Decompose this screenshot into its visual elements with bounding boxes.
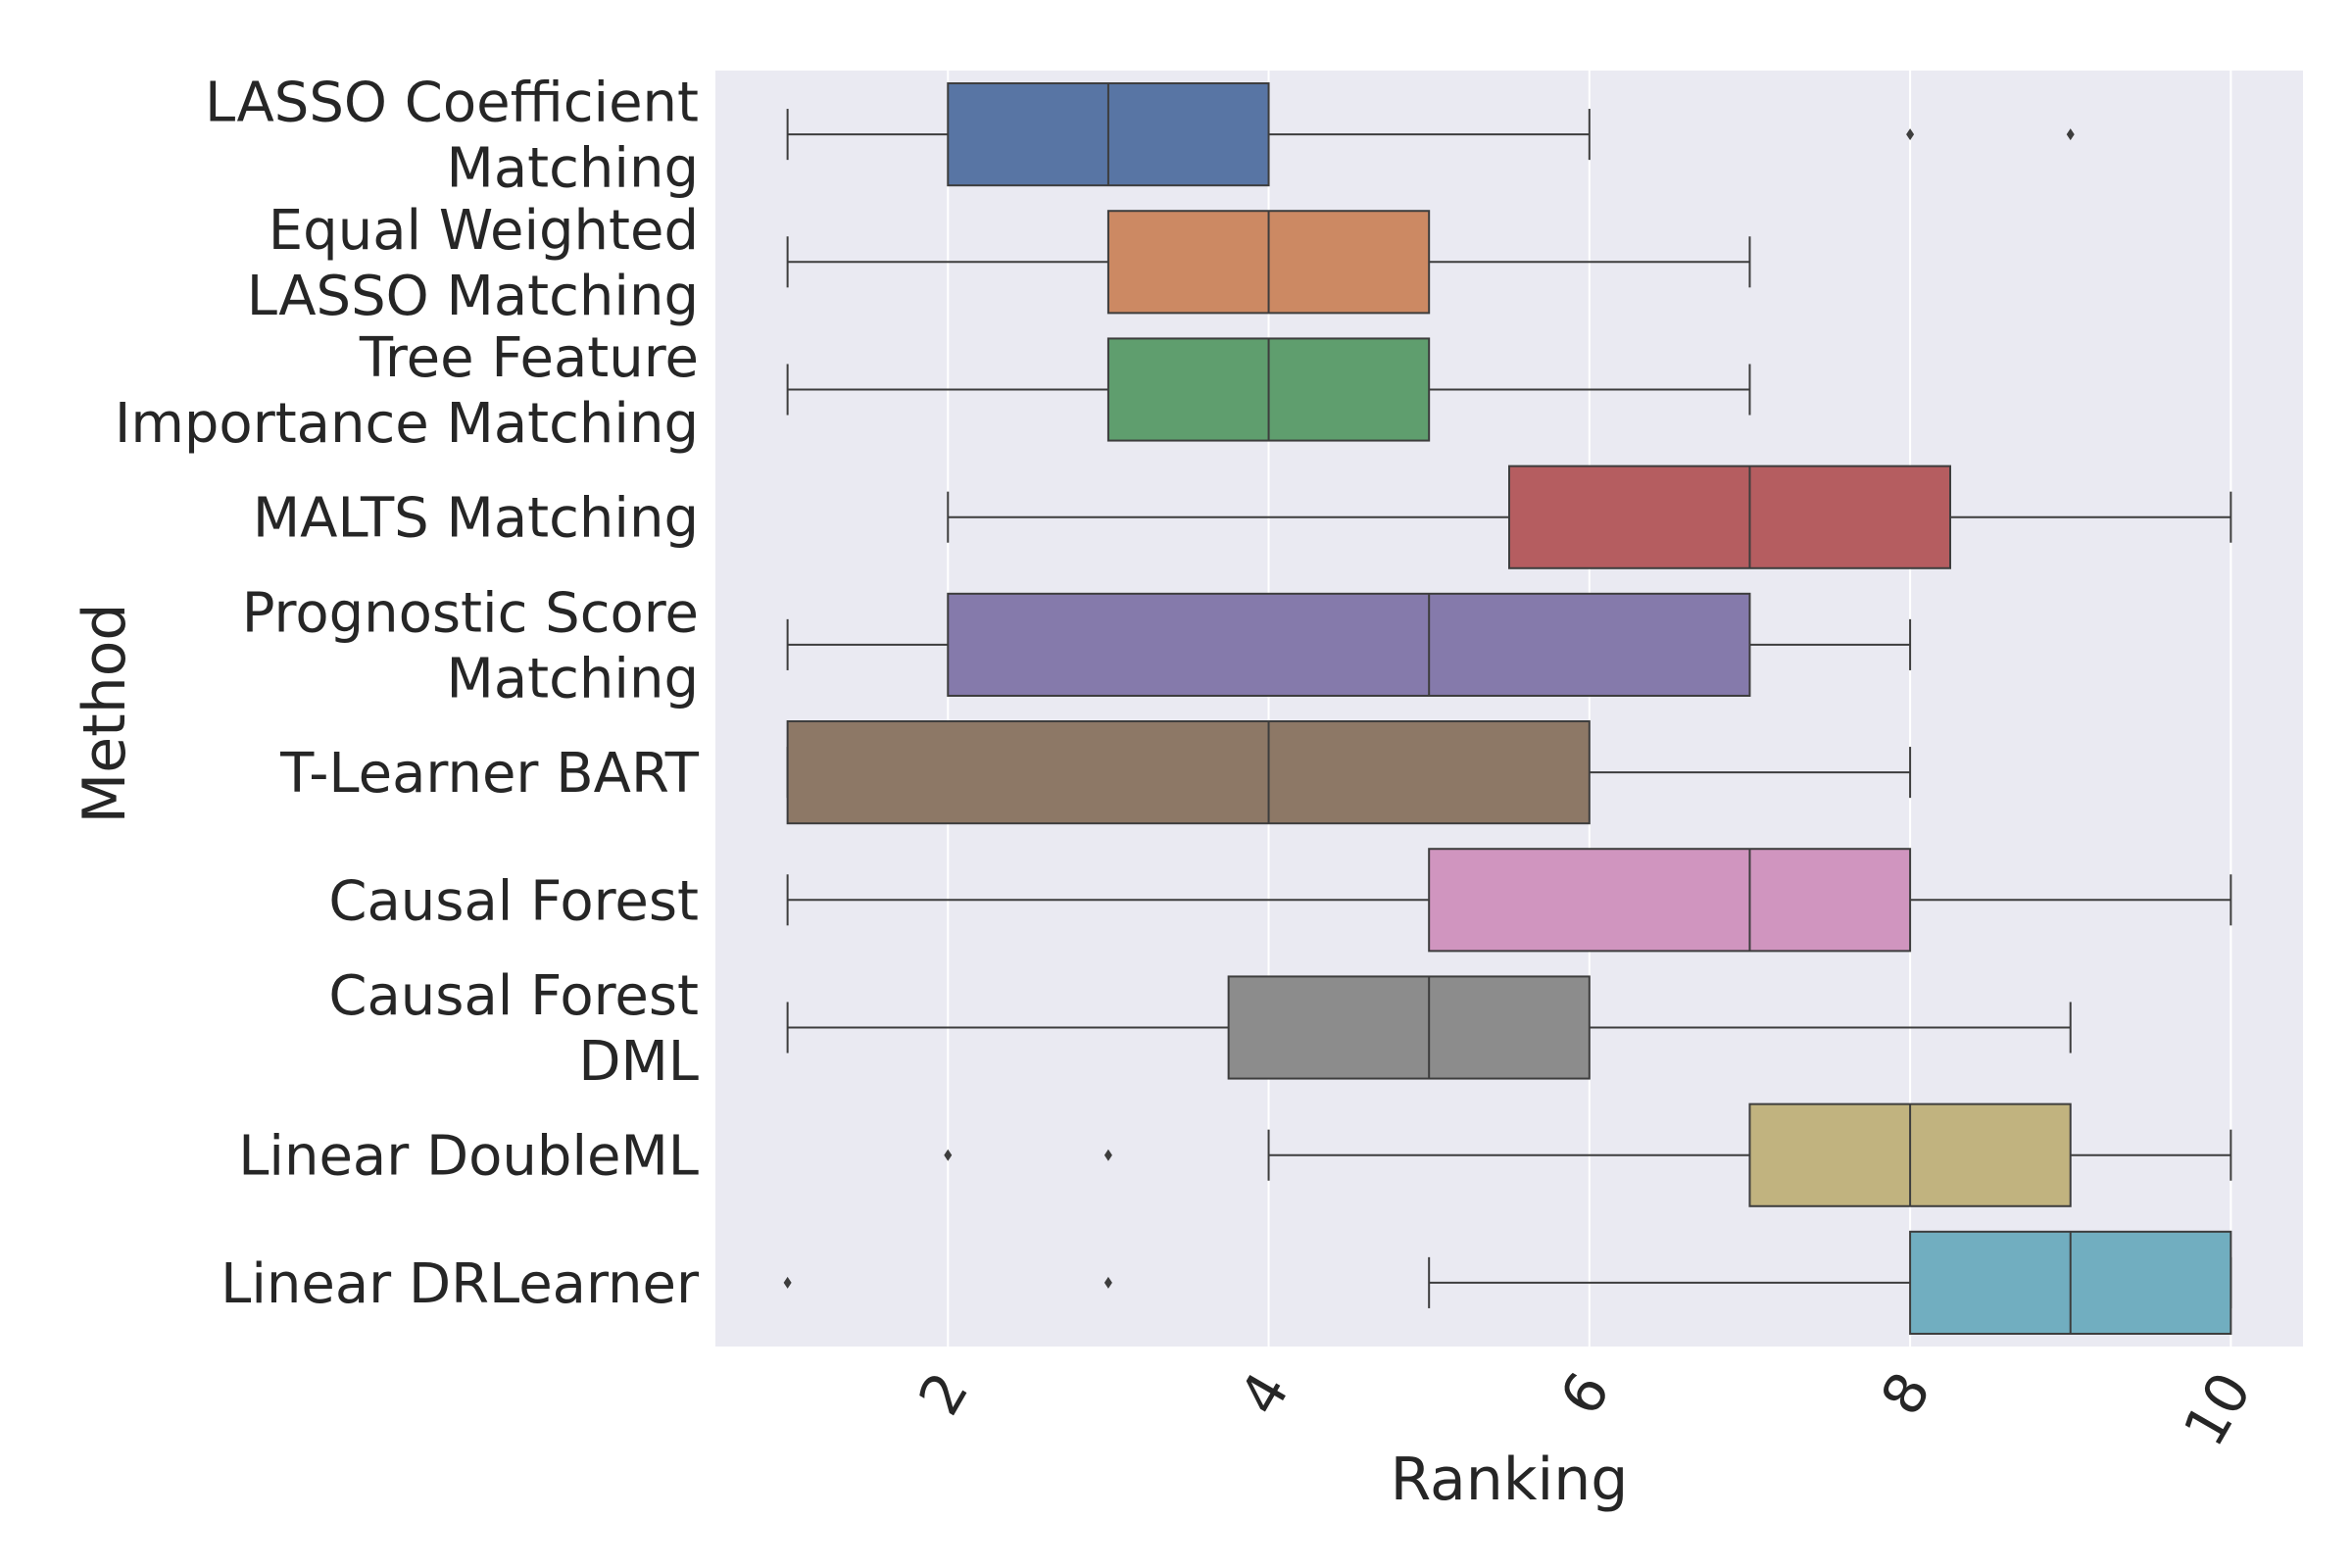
x-tick-label-4: 4: [1226, 1361, 1301, 1426]
x-tick-label-8: 8: [1868, 1361, 1943, 1426]
x-tick-labels: 2 4 6 8 10: [906, 1361, 2264, 1457]
category-label-6-line-1: T-Learner BART: [279, 742, 700, 806]
box-series: [783, 82, 2232, 1335]
category-label-8-line-1: Causal Forest: [328, 964, 699, 1028]
category-label-7-line-1: Causal Forest: [328, 869, 699, 933]
iqr-box: [947, 592, 1751, 697]
category-label-2-line-1: Equal Weighted: [269, 199, 699, 263]
category-label-3-line-1: Tree Feature: [359, 326, 699, 390]
box-1: [786, 82, 2075, 187]
category-label-10-line-1: Linear DRLearner: [220, 1252, 700, 1316]
category-label-4-line-1: MALTS Matching: [253, 487, 699, 551]
outlier-point-1: [783, 1276, 792, 1289]
outlier-point-1: [944, 1149, 953, 1161]
outlier-point-2: [1103, 1149, 1112, 1161]
category-label-9-line-1: Linear DoubleML: [238, 1125, 699, 1189]
iqr-box: [1508, 465, 1951, 569]
x-tick-label-10: 10: [2171, 1361, 2265, 1457]
category-label-2-line-2: LASSO Matching: [247, 265, 699, 328]
category-label-5-line-2: Matching: [447, 647, 699, 710]
x-tick-label-6: 6: [1547, 1361, 1623, 1426]
box-2: [786, 210, 1751, 315]
box-9: [944, 1102, 2232, 1207]
box-6: [786, 720, 1912, 825]
y-axis-title: Method: [71, 603, 139, 823]
x-tick-label-2: 2: [906, 1361, 981, 1426]
x-axis-title: Ranking: [1391, 1446, 1629, 1514]
box-3: [786, 337, 1751, 442]
outlier-point-2: [1103, 1276, 1112, 1289]
category-label-5-line-1: Prognostic Score: [242, 581, 699, 645]
outlier-point-2: [2066, 128, 2075, 141]
box-8: [786, 975, 2072, 1080]
iqr-box: [786, 720, 1591, 825]
box-7: [786, 848, 2232, 953]
category-label-1-line-2: Matching: [447, 137, 699, 201]
box-5: [786, 592, 1912, 697]
category-label-3-line-2: Importance Matching: [115, 392, 699, 456]
box-10: [783, 1230, 2232, 1335]
outlier-point-1: [1906, 128, 1915, 141]
category-label-1-line-1: LASSO Coefficient: [205, 72, 699, 135]
iqr-box: [1428, 848, 1912, 953]
iqr-box: [1227, 975, 1591, 1080]
box-4: [947, 465, 2232, 569]
category-label-8-line-2: DML: [578, 1030, 699, 1094]
